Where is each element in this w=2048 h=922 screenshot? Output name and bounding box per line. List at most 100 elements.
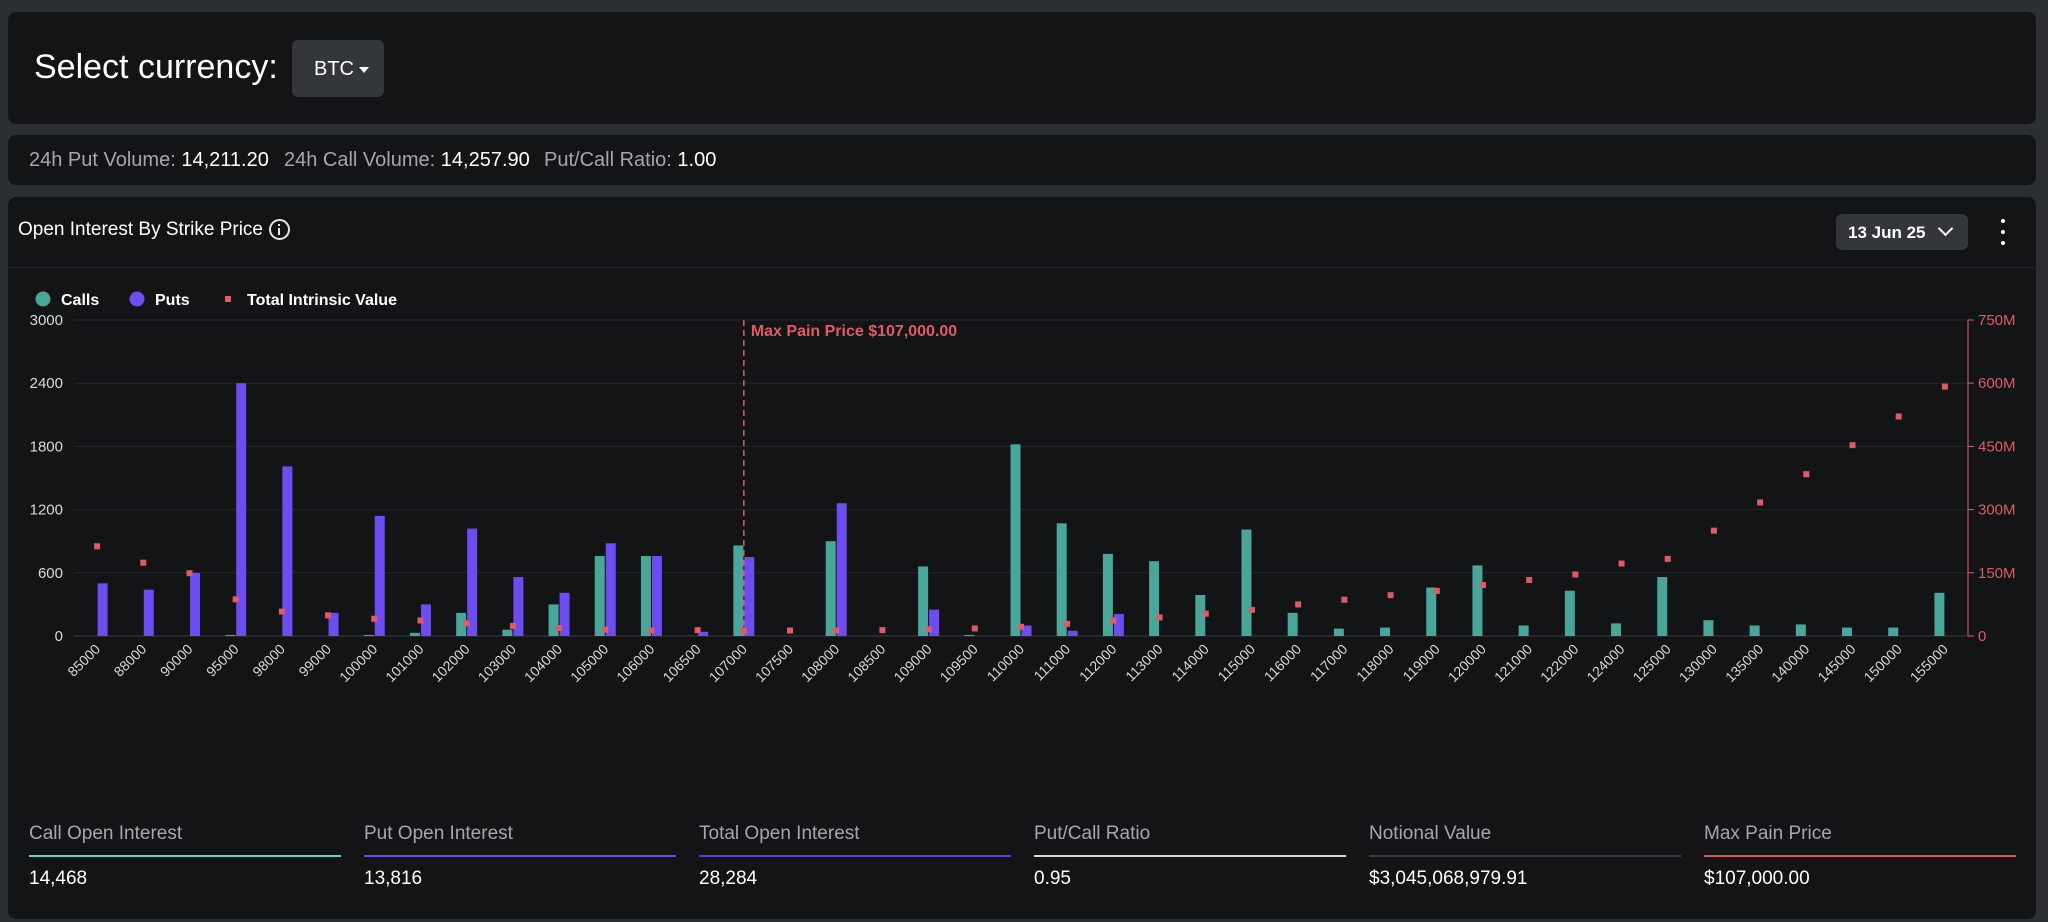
- intrinsic-value-point: [1618, 560, 1625, 567]
- right-tick-label: 450M: [1978, 438, 2016, 455]
- put-bar: [328, 612, 339, 636]
- card-header-divider: [8, 267, 2036, 268]
- summary-item: Notional Value $3,045,068,979.91: [1369, 823, 1681, 889]
- put-bar: [513, 577, 524, 636]
- put-bar: [559, 592, 570, 636]
- summary-underline: [1034, 855, 1346, 857]
- legend-calls-label[interactable]: Calls: [61, 292, 99, 309]
- call-bar: [733, 545, 744, 636]
- x-tick-label: 118000: [1353, 641, 1397, 685]
- intrinsic-value-point: [971, 625, 978, 632]
- x-tick-label: 124000: [1583, 641, 1627, 685]
- left-tick-label: 0: [55, 628, 63, 645]
- right-tick-label: 150M: [1978, 565, 2016, 582]
- call-bar: [918, 566, 929, 636]
- call-bar: [964, 634, 975, 636]
- legend-puts-label[interactable]: Puts: [155, 292, 190, 309]
- call-bar: [1426, 587, 1437, 636]
- x-tick-label: 122000: [1537, 641, 1581, 685]
- intrinsic-value-point: [1018, 623, 1024, 630]
- right-tick-label: 750M: [1978, 312, 2016, 329]
- call-bar: [1749, 625, 1760, 636]
- put-bar: [420, 604, 431, 636]
- x-axis-labels: 85000 88000 90000 95000 98000 99000 100000 1010…: [64, 641, 1951, 685]
- put-bar: [467, 528, 478, 636]
- summary-label: Total Open Interest: [699, 823, 860, 844]
- call-bar: [1241, 529, 1252, 636]
- call-bar: [1888, 627, 1899, 636]
- left-y-axis: 0 600 1200 1800 2400 3000: [30, 312, 63, 645]
- put-bar: [97, 583, 108, 636]
- info-icon[interactable]: [269, 219, 290, 240]
- x-tick-label: 125000: [1630, 641, 1674, 685]
- put-volume-label: 24h Put Volume:: [29, 149, 176, 171]
- x-tick-label: 155000: [1907, 641, 1951, 685]
- intrinsic-value-point: [787, 627, 794, 634]
- intrinsic-value-point: [325, 612, 332, 619]
- currency-dropdown[interactable]: BTC: [292, 40, 384, 97]
- intrinsic-value-point: [556, 624, 563, 631]
- summary-underline: [364, 855, 676, 857]
- intrinsic-value-point: [1433, 587, 1440, 594]
- summary-item: Call Open Interest 14,468: [29, 823, 341, 889]
- intrinsic-value-point: [1295, 601, 1302, 608]
- x-tick-label: 104000: [521, 641, 565, 685]
- call-volume-stat: 24h Call Volume: 14,257.90: [284, 149, 530, 172]
- left-tick-label: 3000: [30, 312, 63, 329]
- summary-label: Put Open Interest: [364, 823, 513, 844]
- call-bar: [825, 541, 836, 636]
- x-tick-label: 110000: [984, 641, 1028, 685]
- intrinsic-value-point: [1803, 471, 1810, 478]
- intrinsic-value-point: [1895, 413, 1902, 420]
- put-bar: [189, 572, 200, 636]
- summary-value: 0.95: [1034, 868, 1071, 889]
- expiry-date-dropdown[interactable]: 13 Jun 25: [1836, 214, 1968, 250]
- call-bar: [1010, 444, 1021, 636]
- x-tick-label: 98000: [249, 641, 288, 680]
- call-bar: [1703, 620, 1714, 636]
- intrinsic-value-point: [648, 627, 655, 634]
- intrinsic-value-point: [463, 620, 470, 627]
- currency-panel: Select currency: BTC: [8, 12, 2036, 124]
- legend: Calls Puts Total Intrinsic Value: [35, 291, 397, 309]
- summary-label: Put/Call Ratio: [1034, 823, 1151, 844]
- put-bar: [1021, 625, 1032, 636]
- legend-calls-swatch: [35, 291, 51, 307]
- intrinsic-value-point: [232, 596, 239, 603]
- intrinsic-value-point: [1110, 617, 1117, 624]
- put-bar: [836, 503, 847, 636]
- volume-stats-bar: 24h Put Volume: 14,211.20 24h Call Volum…: [8, 135, 2036, 185]
- x-tick-label: 119000: [1399, 641, 1443, 685]
- legend-intrinsic-label[interactable]: Total Intrinsic Value: [247, 292, 397, 309]
- intrinsic-value-point: [1479, 582, 1486, 589]
- call-bar: [1380, 627, 1391, 636]
- intrinsic-value-point: [186, 570, 193, 577]
- put-bar: [1067, 630, 1078, 636]
- intrinsic-value-point: [1526, 576, 1533, 583]
- x-tick-label: 101000: [382, 641, 426, 685]
- summary-value: 14,468: [29, 868, 88, 889]
- call-bar: [548, 604, 559, 636]
- x-tick-label: 105000: [567, 641, 611, 685]
- open-interest-card: Open Interest By Strike Price 13 Jun 25 …: [8, 197, 2036, 919]
- call-bar: [1102, 553, 1113, 636]
- kebab-menu-icon[interactable]: [1998, 217, 2008, 247]
- select-currency-label: Select currency:: [34, 48, 278, 86]
- call-bar: [594, 555, 605, 636]
- x-tick-label: 135000: [1722, 641, 1766, 685]
- intrinsic-value-point: [140, 559, 147, 566]
- x-tick-label: 121000: [1491, 641, 1535, 685]
- summary-value: $3,045,068,979.91: [1369, 868, 1528, 889]
- chevron-down-icon: [1937, 220, 1954, 237]
- summary-label: Notional Value: [1369, 823, 1492, 844]
- x-tick-label: 108000: [798, 641, 842, 685]
- call-bar: [363, 634, 374, 636]
- call-bar: [1611, 623, 1622, 636]
- intrinsic-value-point: [925, 626, 932, 633]
- call-volume-label: 24h Call Volume:: [284, 149, 436, 171]
- x-tick-label: 90000: [157, 641, 196, 680]
- call-bar: [1564, 590, 1575, 636]
- put-bar: [1113, 613, 1124, 636]
- put-bar: [282, 466, 293, 636]
- summary-label: Call Open Interest: [29, 823, 183, 844]
